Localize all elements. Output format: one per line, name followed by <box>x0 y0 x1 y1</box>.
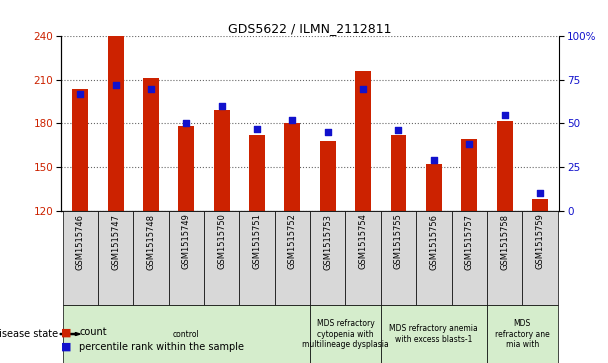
Text: MDS refractory
cytopenia with
multilineage dysplasia: MDS refractory cytopenia with multilinea… <box>302 319 389 349</box>
Point <box>465 142 474 147</box>
Point <box>146 86 156 91</box>
Text: ■: ■ <box>61 327 71 337</box>
Bar <box>133 211 168 305</box>
Text: GSM1515756: GSM1515756 <box>429 213 438 270</box>
Bar <box>240 211 275 305</box>
Bar <box>310 305 381 363</box>
Bar <box>63 211 98 305</box>
Text: GSM1515750: GSM1515750 <box>217 213 226 269</box>
Text: GSM1515747: GSM1515747 <box>111 213 120 270</box>
Point <box>252 126 262 131</box>
Point <box>288 117 297 123</box>
Bar <box>63 305 310 363</box>
Point <box>500 112 510 118</box>
Text: GSM1515753: GSM1515753 <box>323 213 332 270</box>
Bar <box>204 211 240 305</box>
Bar <box>214 110 230 211</box>
Bar <box>381 211 416 305</box>
Text: count: count <box>79 327 106 337</box>
Bar <box>249 135 265 211</box>
Bar <box>426 164 442 211</box>
Bar <box>461 139 477 211</box>
Text: GSM1515751: GSM1515751 <box>252 213 261 269</box>
Bar <box>320 141 336 211</box>
Text: disease state: disease state <box>0 329 58 339</box>
Text: GSM1515758: GSM1515758 <box>500 213 509 270</box>
Title: GDS5622 / ILMN_2112811: GDS5622 / ILMN_2112811 <box>229 22 392 35</box>
Text: GSM1515746: GSM1515746 <box>76 213 85 270</box>
Text: MDS
refractory ane
mia with: MDS refractory ane mia with <box>495 319 550 349</box>
Bar <box>522 211 558 305</box>
Point <box>429 157 439 163</box>
Bar <box>532 199 548 211</box>
Text: MDS refractory anemia
with excess blasts-1: MDS refractory anemia with excess blasts… <box>390 324 478 344</box>
Bar <box>390 135 406 211</box>
Text: GSM1515755: GSM1515755 <box>394 213 403 269</box>
Bar <box>168 211 204 305</box>
Bar <box>487 305 558 363</box>
Bar <box>275 211 310 305</box>
Text: control: control <box>173 330 199 339</box>
Bar <box>416 211 452 305</box>
Point <box>111 82 120 88</box>
Point <box>323 129 333 135</box>
Point <box>535 190 545 196</box>
Bar <box>143 78 159 211</box>
Point <box>217 103 227 109</box>
Bar <box>178 126 195 211</box>
Point <box>358 86 368 91</box>
Bar <box>310 211 345 305</box>
Text: GSM1515754: GSM1515754 <box>359 213 368 269</box>
Bar <box>355 71 371 211</box>
Bar <box>285 123 300 211</box>
Point <box>75 91 85 97</box>
Text: GSM1515752: GSM1515752 <box>288 213 297 269</box>
Bar <box>487 211 522 305</box>
Bar <box>72 89 88 211</box>
Point <box>393 127 403 133</box>
Bar <box>497 121 513 211</box>
Bar <box>108 36 123 211</box>
Bar <box>345 211 381 305</box>
Text: percentile rank within the sample: percentile rank within the sample <box>79 342 244 352</box>
Bar <box>452 211 487 305</box>
Text: GSM1515759: GSM1515759 <box>536 213 544 269</box>
Bar <box>98 211 133 305</box>
Point <box>181 121 191 126</box>
Text: ■: ■ <box>61 342 71 352</box>
Bar <box>381 305 487 363</box>
Text: GSM1515757: GSM1515757 <box>465 213 474 270</box>
Text: GSM1515748: GSM1515748 <box>147 213 156 270</box>
Text: GSM1515749: GSM1515749 <box>182 213 191 269</box>
